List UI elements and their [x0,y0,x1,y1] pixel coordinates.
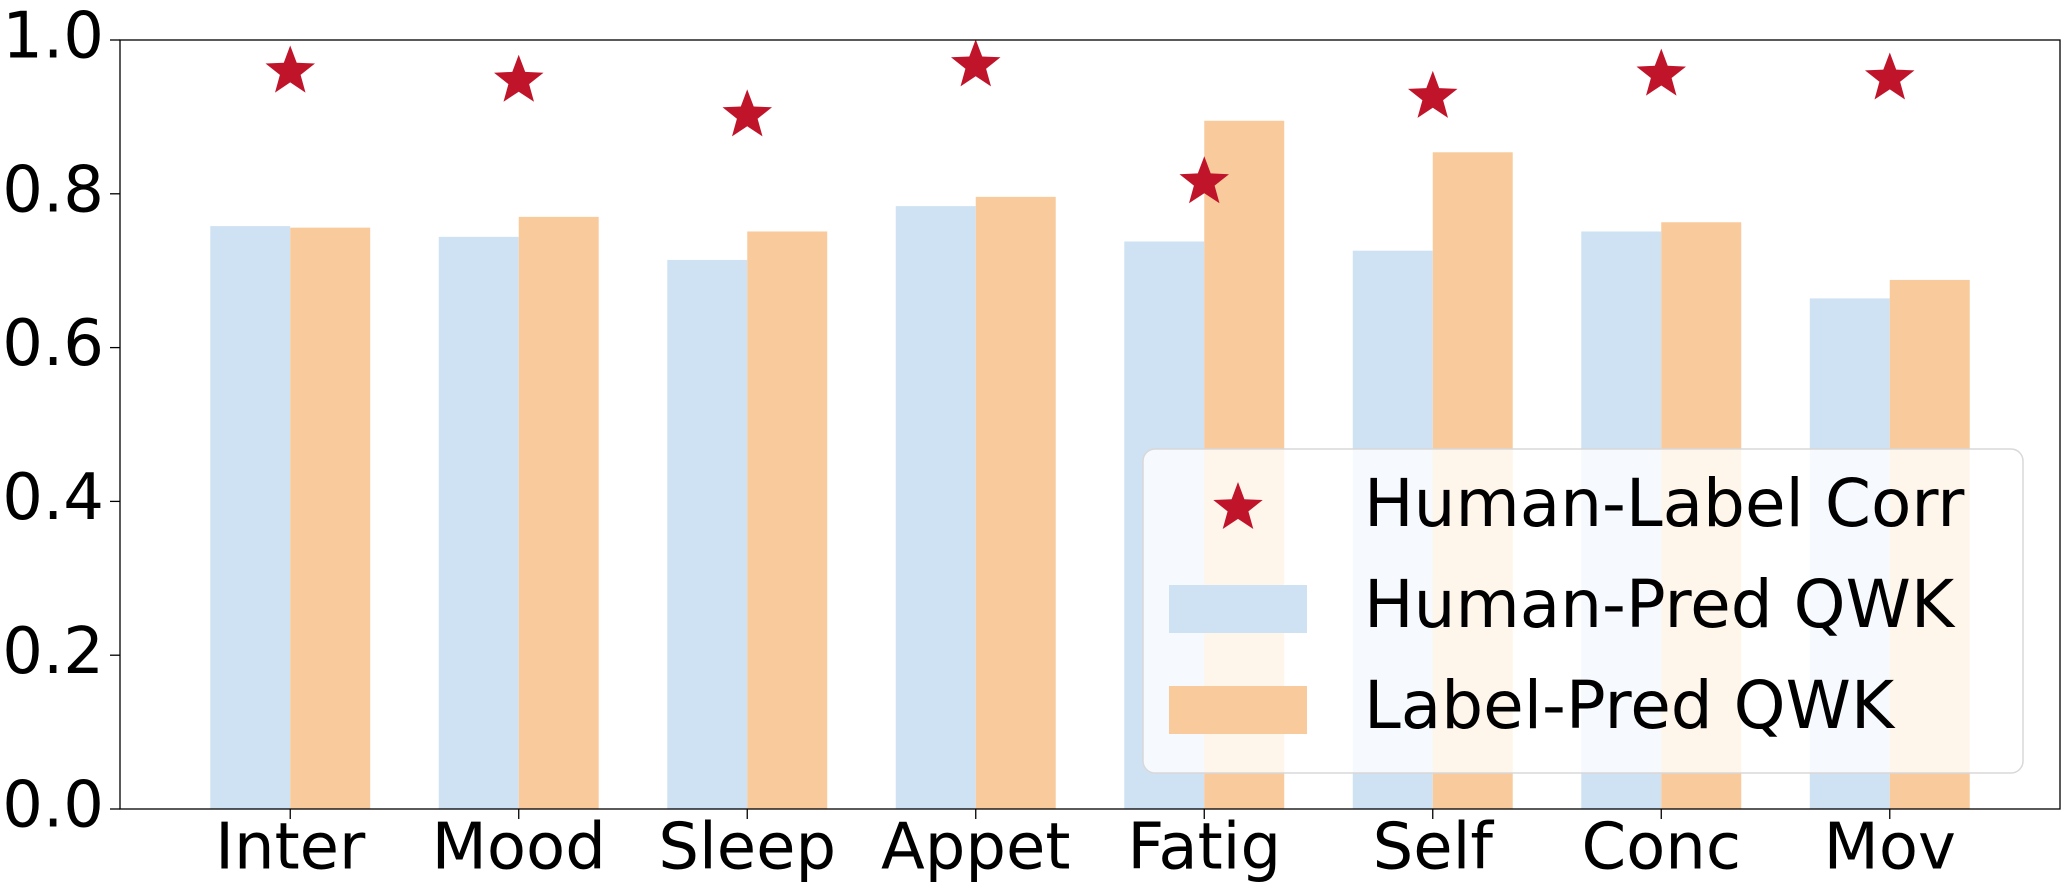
legend-label: Human-Label Corr [1364,465,1965,542]
x-tick-label: Fatig [1127,811,1281,885]
bar [895,206,976,809]
x-tick-label: Mov [1824,811,1956,885]
bar [290,227,371,810]
plot-frame [119,39,2061,810]
x-tick-label: Conc [1581,811,1741,885]
star-marker [951,39,1001,87]
star-marker [722,89,772,137]
legend-swatch [1169,686,1307,734]
x-tick-label: Mood [432,811,606,885]
y-tick-label: 0.2 [2,615,104,689]
star-marker [1636,48,1686,96]
legend-swatch [1169,585,1307,633]
bar [518,216,599,809]
bar [667,259,748,810]
star-marker [1179,156,1229,204]
star-marker [494,54,544,102]
y-tick-label: 0.0 [2,769,104,843]
bar [975,196,1056,810]
y-tick-label: 0.6 [2,307,104,381]
star-marker [1408,70,1458,118]
y-tick-label: 0.8 [2,153,104,227]
legend: Human-Label Corr Human-Pred QWK Label-Pred… [1142,448,2024,774]
bar [747,231,828,809]
x-tick-label: Self [1373,811,1495,885]
legend-label: Human-Pred QWK [1364,566,1956,643]
star-marker [1865,52,1915,100]
y-tick-label: 1.0 [2,0,104,74]
bar [210,226,291,809]
bar [438,236,519,809]
x-tick-label: Sleep [658,811,836,885]
legend-box [1142,448,2024,774]
x-tick-label: Appet [881,811,1071,885]
legend-label: Label-Pred QWK [1364,667,1896,744]
y-tick-label: 0.4 [2,461,104,535]
x-tick-label: Inter [215,811,366,885]
star-marker [265,45,315,93]
legend-star [1213,482,1263,529]
